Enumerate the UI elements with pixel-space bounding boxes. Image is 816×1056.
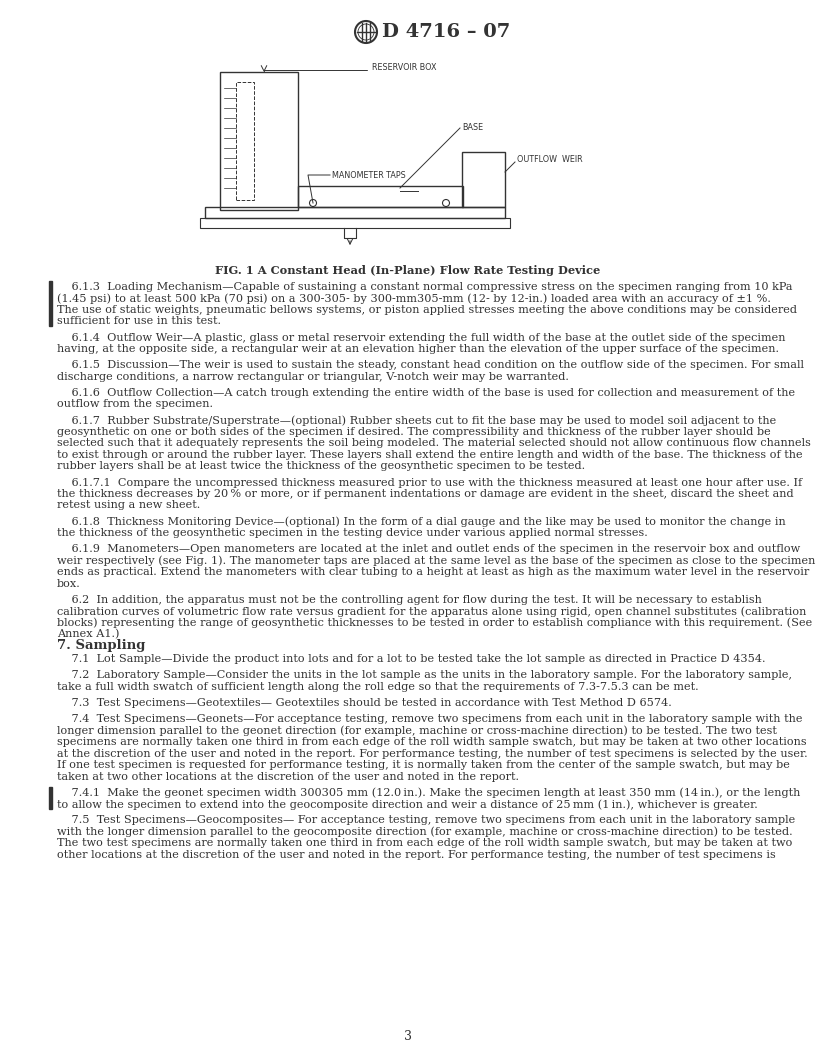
Text: the thickness of the geosynthetic specimen in the testing device under various a: the thickness of the geosynthetic specim… <box>57 528 648 539</box>
Text: box.: box. <box>57 579 81 588</box>
Text: If one test specimen is requested for performance testing, it is normally taken : If one test specimen is requested for pe… <box>57 760 790 770</box>
Text: 7.4.1  Make the geonet specimen width 300305 mm (12.0 in.). Make the specimen le: 7.4.1 Make the geonet specimen width 300… <box>57 788 800 798</box>
Text: blocks) representing the range of geosynthetic thicknesses to be tested in order: blocks) representing the range of geosyn… <box>57 618 812 628</box>
Text: (1.45 psi) to at least 500 kPa (70 psi) on a 300-305- by 300-mm305-mm (12- by 12: (1.45 psi) to at least 500 kPa (70 psi) … <box>57 294 771 304</box>
Text: selected such that it adequately represents the soil being modeled. The material: selected such that it adequately represe… <box>57 438 811 449</box>
Text: at the discretion of the user and noted in the report. For performance testing, : at the discretion of the user and noted … <box>57 749 808 758</box>
Text: 6.1.8  Thickness Monitoring Device—(optional) In the form of a dial gauge and th: 6.1.8 Thickness Monitoring Device—(optio… <box>57 516 786 527</box>
Text: to exist through or around the rubber layer. These layers shall extend the entir: to exist through or around the rubber la… <box>57 450 803 460</box>
Text: discharge conditions, a narrow rectangular or triangular, V-notch weir may be wa: discharge conditions, a narrow rectangul… <box>57 372 569 381</box>
Text: 6.1.7.1  Compare the uncompressed thickness measured prior to use with the thick: 6.1.7.1 Compare the uncompressed thickne… <box>57 477 802 488</box>
Text: the thickness decreases by 20 % or more, or if permanent indentations or damage : the thickness decreases by 20 % or more,… <box>57 489 794 499</box>
Text: 7.5  Test Specimens—Geocomposites— For acceptance testing, remove two specimens : 7.5 Test Specimens—Geocomposites— For ac… <box>57 815 796 826</box>
Text: having, at the opposite side, a rectangular weir at an elevation higher than the: having, at the opposite side, a rectangu… <box>57 344 779 354</box>
Text: 7. Sampling: 7. Sampling <box>57 639 145 653</box>
Text: with the longer dimension parallel to the geocomposite direction (for example, m: with the longer dimension parallel to th… <box>57 827 792 837</box>
Text: weir respectively (see Fig. 1). The manometer taps are placed at the same level : weir respectively (see Fig. 1). The mano… <box>57 555 815 566</box>
Text: rubber layers shall be at least twice the thickness of the geosynthetic specimen: rubber layers shall be at least twice th… <box>57 461 585 471</box>
Bar <box>298 186 463 207</box>
Text: other locations at the discretion of the user and noted in the report. For perfo: other locations at the discretion of the… <box>57 850 776 860</box>
Text: The two test specimens are normally taken one third in from each edge of the rol: The two test specimens are normally take… <box>57 838 792 848</box>
Text: RESERVOIR BOX: RESERVOIR BOX <box>372 63 437 73</box>
Text: 6.1.3  Loading Mechanism—Capable of sustaining a constant normal compressive str: 6.1.3 Loading Mechanism—Capable of susta… <box>57 282 792 293</box>
Bar <box>205 207 505 218</box>
Text: BASE: BASE <box>462 122 483 132</box>
Text: 7.4  Test Specimens—Geonets—For acceptance testing, remove two specimens from ea: 7.4 Test Specimens—Geonets—For acceptanc… <box>57 714 802 724</box>
Bar <box>220 72 298 210</box>
Text: 7.1  Lot Sample—Divide the product into lots and for a lot to be tested take the: 7.1 Lot Sample—Divide the product into l… <box>57 655 765 664</box>
Text: outflow from the specimen.: outflow from the specimen. <box>57 399 213 410</box>
Circle shape <box>309 200 317 207</box>
Text: take a full width swatch of sufficient length along the roll edge so that the re: take a full width swatch of sufficient l… <box>57 682 698 692</box>
Text: OUTFLOW  WEIR: OUTFLOW WEIR <box>517 155 583 165</box>
Bar <box>49 281 52 325</box>
Text: Annex A1.): Annex A1.) <box>57 629 119 640</box>
Text: 6.2  In addition, the apparatus must not be the controlling agent for flow durin: 6.2 In addition, the apparatus must not … <box>57 595 762 605</box>
Text: 6.1.7  Rubber Substrate/Superstrate—(optional) Rubber sheets cut to fit the base: 6.1.7 Rubber Substrate/Superstrate—(opti… <box>57 415 776 426</box>
Text: longer dimension parallel to the geonet direction (for example, machine or cross: longer dimension parallel to the geonet … <box>57 725 777 736</box>
Bar <box>200 218 510 228</box>
Text: 6.1.4  Outflow Weir—A plastic, glass or metal reservoir extending the full width: 6.1.4 Outflow Weir—A plastic, glass or m… <box>57 333 786 342</box>
Text: MANOMETER TAPS: MANOMETER TAPS <box>332 170 406 180</box>
Text: specimens are normally taken one third in from each edge of the roll width sampl: specimens are normally taken one third i… <box>57 737 807 747</box>
Text: 6.1.9  Manometers—Open manometers are located at the inlet and outlet ends of th: 6.1.9 Manometers—Open manometers are loc… <box>57 544 800 554</box>
Bar <box>49 787 52 809</box>
Text: 6.1.6  Outflow Collection—A catch trough extending the entire width of the base : 6.1.6 Outflow Collection—A catch trough … <box>57 388 795 398</box>
Text: D 4716 – 07: D 4716 – 07 <box>382 23 510 41</box>
Bar <box>236 82 254 200</box>
Text: calibration curves of volumetric flow rate versus gradient for the apparatus alo: calibration curves of volumetric flow ra… <box>57 606 806 617</box>
Text: to allow the specimen to extend into the geocomposite direction and weir a dista: to allow the specimen to extend into the… <box>57 799 758 810</box>
Text: 6.1.5  Discussion—The weir is used to sustain the steady, constant head conditio: 6.1.5 Discussion—The weir is used to sus… <box>57 360 804 371</box>
Circle shape <box>442 200 450 207</box>
Text: 7.3  Test Specimens—Geotextiles— Geotextiles should be tested in accordance with: 7.3 Test Specimens—Geotextiles— Geotexti… <box>57 698 672 708</box>
Bar <box>462 152 505 207</box>
Text: 7.2  Laboratory Sample—Consider the units in the lot sample as the units in the : 7.2 Laboratory Sample—Consider the units… <box>57 671 792 680</box>
Text: The use of static weights, pneumatic bellows systems, or piston applied stresses: The use of static weights, pneumatic bel… <box>57 305 797 315</box>
Text: taken at two other locations at the discretion of the user and noted in the repo: taken at two other locations at the disc… <box>57 772 519 781</box>
Text: 3: 3 <box>404 1030 412 1042</box>
Text: geosynthetic on one or both sides of the specimen if desired. The compressibilit: geosynthetic on one or both sides of the… <box>57 427 771 437</box>
Text: sufficient for use in this test.: sufficient for use in this test. <box>57 317 221 326</box>
Text: ends as practical. Extend the manometers with clear tubing to a height at least : ends as practical. Extend the manometers… <box>57 567 809 578</box>
Text: retest using a new sheet.: retest using a new sheet. <box>57 501 200 510</box>
Text: FIG. 1 A Constant Head (In-Plane) Flow Rate Testing Device: FIG. 1 A Constant Head (In-Plane) Flow R… <box>215 265 601 276</box>
